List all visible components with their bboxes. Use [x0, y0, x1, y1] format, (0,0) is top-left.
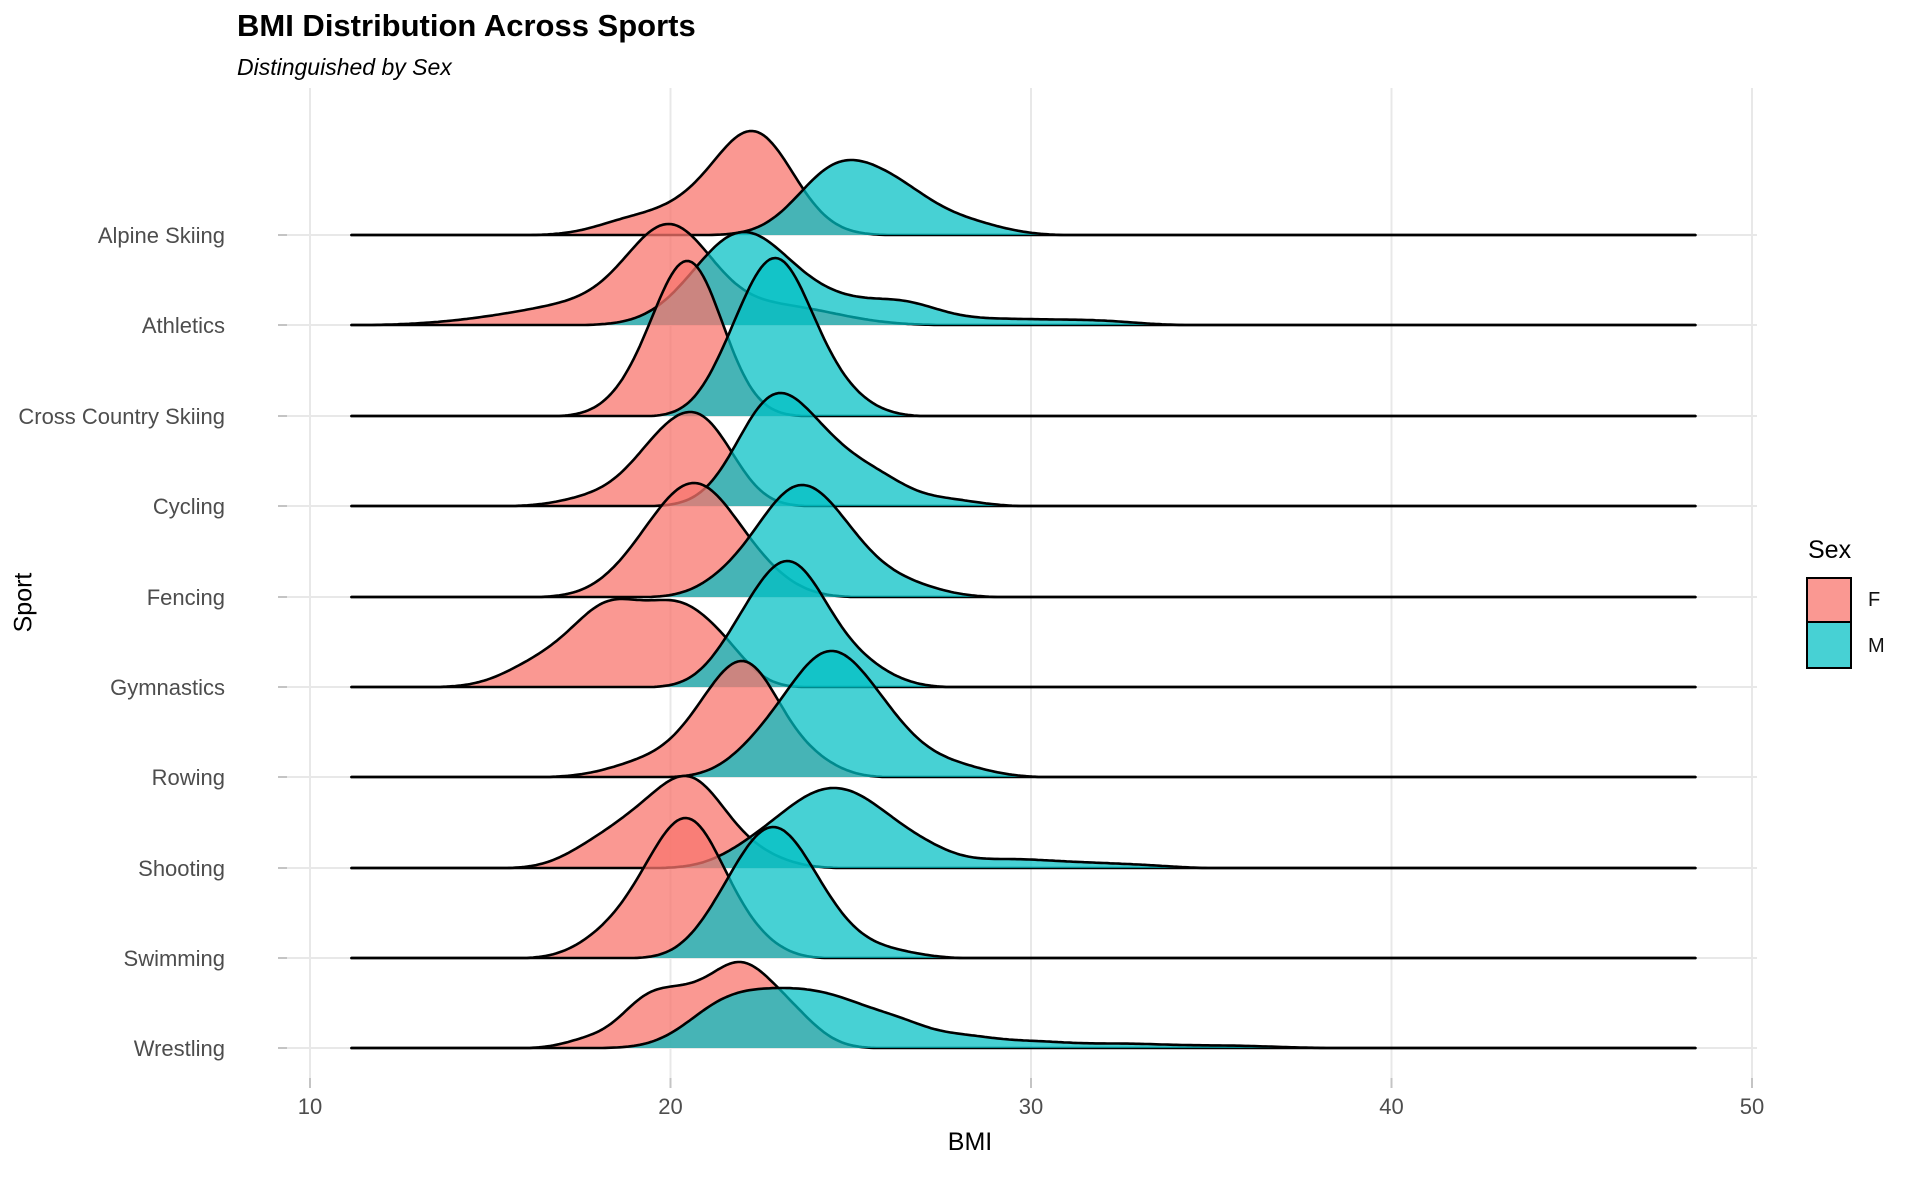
ridge-fill-f	[351, 818, 1696, 958]
ridge-outline-m	[350, 230, 1697, 327]
ridge-outline-m	[350, 559, 1697, 689]
ridge-fill-m	[351, 788, 1696, 868]
ridge-fill-m	[351, 827, 1696, 958]
ridge-outline-m	[350, 986, 1697, 1050]
ridge-outline-m	[350, 391, 1697, 508]
ridge-outline-m	[350, 825, 1697, 960]
legend-swatch-female	[1806, 577, 1852, 623]
x-tick-label: 30	[1019, 1094, 1043, 1119]
legend-swatch-male	[1806, 623, 1852, 669]
legend-title: Sex	[1808, 536, 1852, 564]
ridge-outline-m	[350, 483, 1697, 599]
ridge-fill-f	[351, 483, 1696, 597]
legend: Sex F M	[1806, 536, 1885, 669]
sport-label: Fencing	[147, 585, 225, 610]
ridge-outline-f	[350, 259, 1697, 418]
ridge-fill-f	[351, 131, 1696, 235]
legend-item-m: M	[1806, 623, 1885, 669]
ridge-outline-f	[350, 129, 1697, 237]
ridge-outline-m	[350, 158, 1697, 237]
ridge-outline-f	[350, 960, 1697, 1050]
ridge-fill-f	[351, 776, 1696, 868]
ridge-fill-m	[351, 393, 1696, 506]
x-axis-title: BMI	[947, 1128, 993, 1156]
ridge-outline-m	[350, 786, 1697, 870]
sport-label: Shooting	[138, 856, 225, 881]
sport-label: Rowing	[152, 765, 225, 790]
ridge-fill-f	[351, 224, 1696, 325]
ridge-fill-m	[351, 160, 1696, 235]
page-subtitle: Distinguished by Sex	[237, 54, 452, 80]
sport-label: Alpine Skiing	[98, 223, 225, 248]
ridge-fill-f	[351, 412, 1696, 506]
ridge-fill-f	[351, 962, 1696, 1048]
y-axis-title: Sport	[9, 572, 38, 633]
sport-label: Athletics	[142, 313, 225, 338]
ridge-fill-f	[351, 599, 1696, 687]
ridge-outline-m	[350, 256, 1697, 418]
sport-label: Cross Country Skiing	[18, 404, 225, 429]
sport-label: Swimming	[124, 946, 225, 971]
ridge-outline-f	[350, 481, 1697, 599]
legend-label-female: F	[1868, 588, 1881, 611]
sport-label: Wrestling	[134, 1036, 225, 1061]
ridge-outline-f	[350, 816, 1697, 960]
ridge-outline-m	[350, 649, 1697, 779]
ridge-fill-m	[351, 988, 1696, 1048]
legend-label-male: M	[1868, 634, 1885, 657]
x-tick-label: 20	[658, 1094, 682, 1119]
x-tick-label: 50	[1740, 1094, 1764, 1119]
ridge-outline-f	[350, 410, 1697, 508]
legend-item-f: F	[1806, 577, 1885, 623]
ridge-fill-f	[351, 261, 1696, 416]
ridge-fill-f	[351, 661, 1696, 777]
ridge-outline-f	[350, 774, 1697, 870]
sport-label: Gymnastics	[110, 675, 225, 700]
page-title: BMI Distribution Across Sports	[237, 8, 696, 43]
ridge-fill-m	[351, 258, 1696, 416]
sport-label: Cycling	[153, 494, 225, 519]
x-tick-label: 40	[1379, 1094, 1403, 1119]
x-tick-label: 10	[298, 1094, 322, 1119]
